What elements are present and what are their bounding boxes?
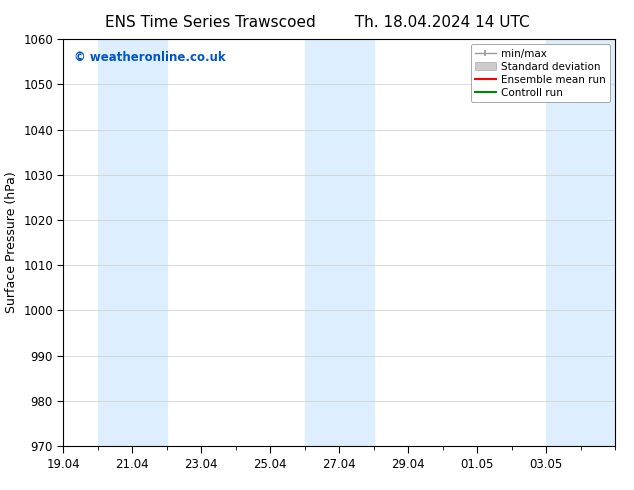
Bar	[305, 39, 373, 446]
Text: ENS Time Series Trawscoed        Th. 18.04.2024 14 UTC: ENS Time Series Trawscoed Th. 18.04.2024…	[105, 15, 529, 30]
Y-axis label: Surface Pressure (hPa): Surface Pressure (hPa)	[4, 172, 18, 314]
Bar	[98, 39, 167, 446]
Legend: min/max, Standard deviation, Ensemble mean run, Controll run: min/max, Standard deviation, Ensemble me…	[470, 45, 610, 102]
Bar	[546, 39, 615, 446]
Text: © weatheronline.co.uk: © weatheronline.co.uk	[74, 51, 226, 64]
